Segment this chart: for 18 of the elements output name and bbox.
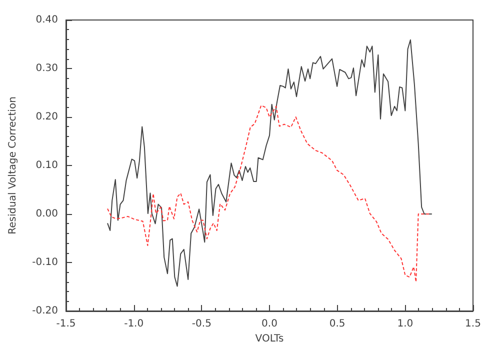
x-tick-label: 0.0 <box>262 318 278 330</box>
x-axis-title: VOLTs <box>255 333 284 344</box>
x-tick-label: 1.5 <box>465 318 481 330</box>
x-tick-label: 1.0 <box>397 318 414 330</box>
y-tick-label: -0.20 <box>32 306 58 316</box>
x-tick-label: -1.0 <box>124 318 144 330</box>
y-tick-label: 0.10 <box>36 160 58 171</box>
y-tick-label: 0.00 <box>36 208 58 220</box>
y-tick-label: -0.10 <box>32 257 58 268</box>
y-axis-title: Residual Voltage Correction <box>8 96 18 234</box>
y-tick-label: 0.30 <box>36 63 58 74</box>
line-series <box>107 104 432 282</box>
y-tick-label: 0.20 <box>36 112 58 122</box>
x-tick-label: 0.5 <box>329 318 346 330</box>
x-tick-label: -1.5 <box>56 318 76 330</box>
line-series <box>107 39 432 287</box>
x-tick-label: -0.5 <box>192 318 212 330</box>
y-tick-label: 0.40 <box>36 14 58 26</box>
